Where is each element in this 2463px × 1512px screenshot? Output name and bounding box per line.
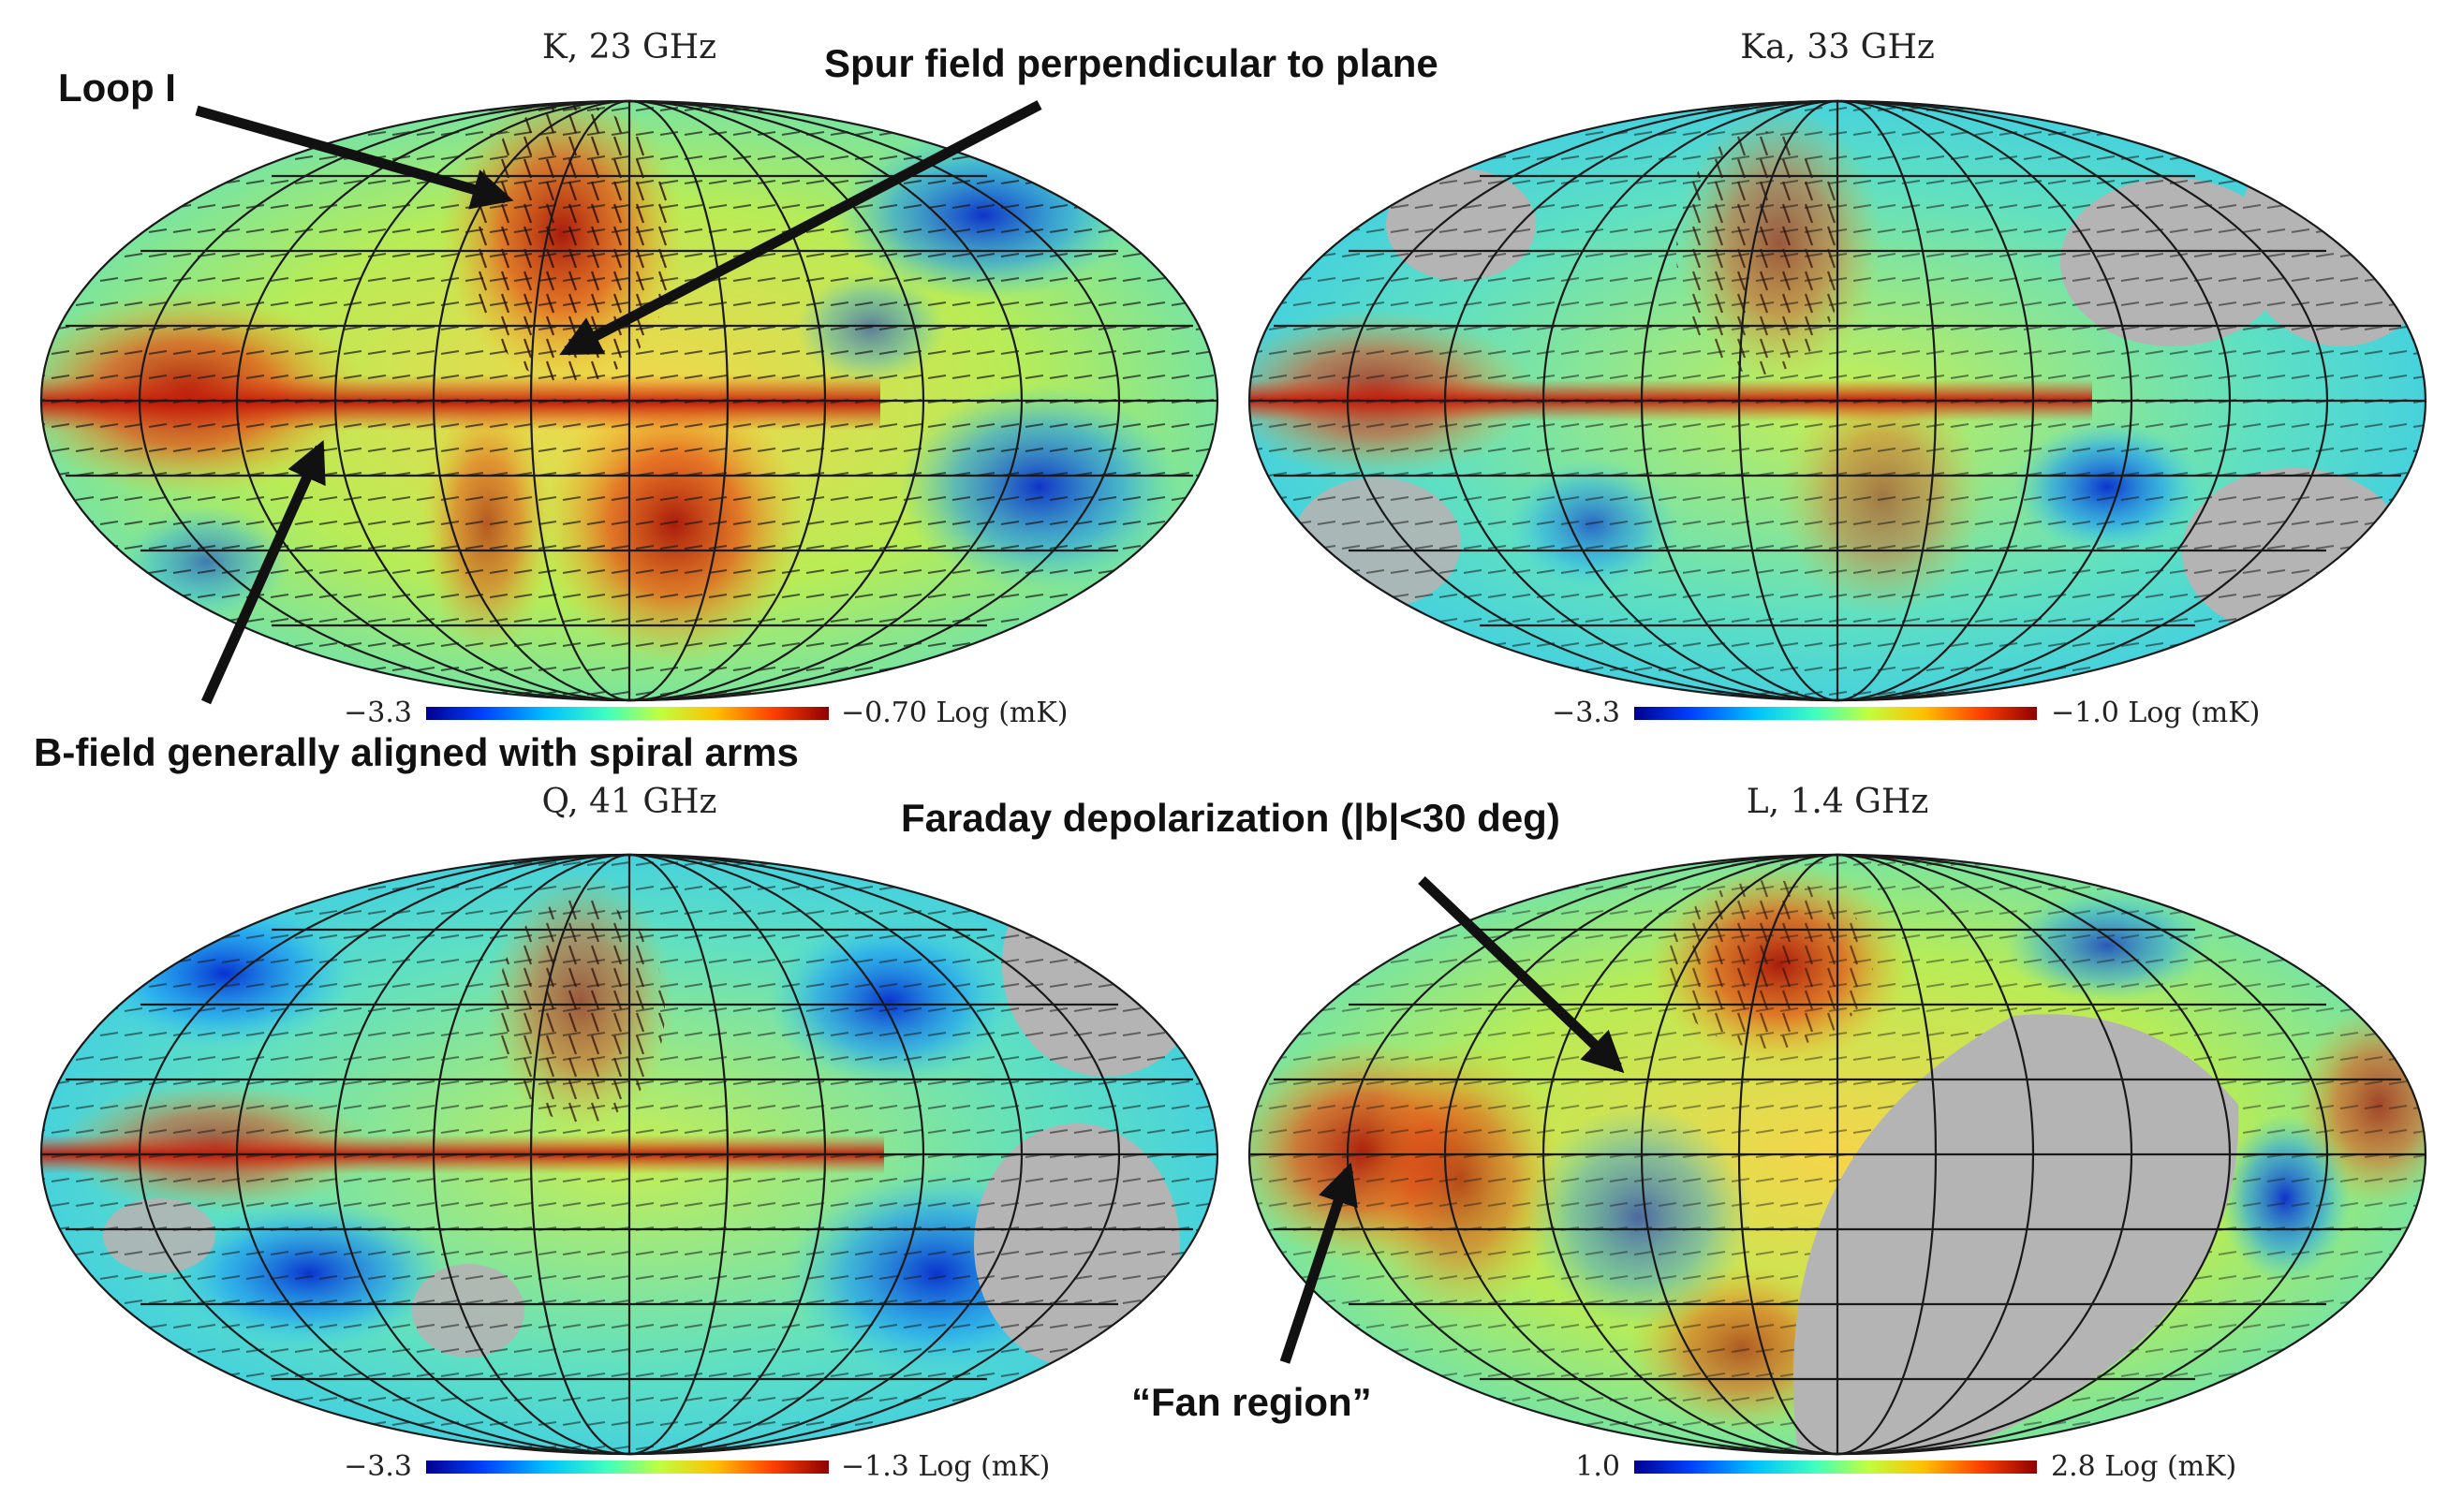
panel-ka-33ghz: Ka, 33 GHz xyxy=(1247,28,2427,729)
colorbar-min: −3.3 xyxy=(344,1450,412,1483)
annotations: Loop I Spur field perpendicular to plane… xyxy=(34,41,1625,1424)
panel-l-1-4ghz: L, 1.4 GHz xyxy=(1247,783,2427,1483)
graticule xyxy=(39,853,1219,1456)
colorbar xyxy=(1634,1461,2037,1474)
panel-title: K, 23 GHz xyxy=(542,28,716,66)
panel-q-41ghz: Q, 41 GHz xyxy=(39,783,1219,1483)
colorbar-min: −3.3 xyxy=(344,697,412,729)
annotation-faraday: Faraday depolarization (|b|<30 deg) xyxy=(901,796,1560,841)
arrow-faraday xyxy=(1418,876,1625,1074)
panel-title: Ka, 33 GHz xyxy=(1740,28,1935,66)
colorbar-max: −0.70 Log (mK) xyxy=(841,697,1068,729)
masked-region xyxy=(1792,1014,2239,1454)
graticule xyxy=(1247,853,2427,1456)
graticule xyxy=(1247,99,2427,702)
colorbar-max: −1.0 Log (mK) xyxy=(2051,697,2260,729)
arrow-fan-region xyxy=(1279,1162,1358,1364)
annotation-bfield: B-field generally aligned with spiral ar… xyxy=(34,730,799,774)
colorbar xyxy=(1634,707,2037,720)
arrow-loop-i xyxy=(195,105,514,210)
panel-k-23ghz: K, 23 GHz xyxy=(39,28,1219,729)
graticule xyxy=(39,99,1219,702)
colorbar xyxy=(426,707,829,720)
annotation-loop-i: Loop I xyxy=(58,66,176,110)
sky-map xyxy=(1249,101,2426,700)
colorbar-max: −1.3 Log (mK) xyxy=(841,1450,1050,1483)
annotation-spur: Spur field perpendicular to plane xyxy=(824,41,1438,85)
arrow-bfield xyxy=(200,439,326,705)
colorbar-min: −3.3 xyxy=(1552,697,1620,729)
panel-title: L, 1.4 GHz xyxy=(1747,783,1929,821)
sky-map xyxy=(1249,855,2426,1454)
colorbar-max: 2.8 Log (mK) xyxy=(2051,1450,2236,1483)
colorbar-min: 1.0 xyxy=(1575,1450,1620,1483)
panel-title: Q, 41 GHz xyxy=(542,783,717,821)
annotation-fan-region: “Fan region” xyxy=(1131,1380,1372,1424)
colorbar xyxy=(426,1461,829,1474)
arrow-spur xyxy=(559,100,1042,356)
